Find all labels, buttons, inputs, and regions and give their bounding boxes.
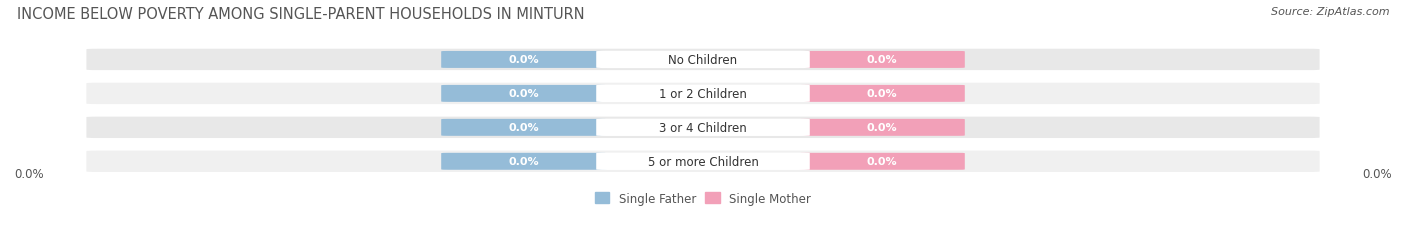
Text: Source: ZipAtlas.com: Source: ZipAtlas.com bbox=[1271, 7, 1389, 17]
FancyBboxPatch shape bbox=[800, 52, 965, 69]
FancyBboxPatch shape bbox=[441, 85, 606, 102]
Text: 0.0%: 0.0% bbox=[509, 89, 538, 99]
Text: 0.0%: 0.0% bbox=[1362, 167, 1392, 180]
Text: No Children: No Children bbox=[668, 54, 738, 67]
Text: 1 or 2 Children: 1 or 2 Children bbox=[659, 88, 747, 100]
Text: 0.0%: 0.0% bbox=[868, 55, 897, 65]
FancyBboxPatch shape bbox=[86, 117, 1320, 138]
FancyBboxPatch shape bbox=[441, 52, 606, 69]
Legend: Single Father, Single Mother: Single Father, Single Mother bbox=[595, 192, 811, 205]
FancyBboxPatch shape bbox=[441, 153, 606, 170]
Text: 0.0%: 0.0% bbox=[509, 55, 538, 65]
FancyBboxPatch shape bbox=[86, 151, 1320, 172]
FancyBboxPatch shape bbox=[596, 52, 810, 69]
FancyBboxPatch shape bbox=[441, 119, 606, 136]
FancyBboxPatch shape bbox=[800, 153, 965, 170]
Text: 3 or 4 Children: 3 or 4 Children bbox=[659, 121, 747, 134]
Text: 0.0%: 0.0% bbox=[868, 157, 897, 167]
FancyBboxPatch shape bbox=[86, 83, 1320, 105]
FancyBboxPatch shape bbox=[86, 49, 1320, 71]
Text: 0.0%: 0.0% bbox=[14, 167, 44, 180]
Text: 0.0%: 0.0% bbox=[509, 157, 538, 167]
Text: 0.0%: 0.0% bbox=[868, 89, 897, 99]
Text: INCOME BELOW POVERTY AMONG SINGLE-PARENT HOUSEHOLDS IN MINTURN: INCOME BELOW POVERTY AMONG SINGLE-PARENT… bbox=[17, 7, 585, 22]
Text: 5 or more Children: 5 or more Children bbox=[648, 155, 758, 168]
Text: 0.0%: 0.0% bbox=[868, 123, 897, 133]
Text: 0.0%: 0.0% bbox=[509, 123, 538, 133]
FancyBboxPatch shape bbox=[800, 119, 965, 136]
FancyBboxPatch shape bbox=[596, 85, 810, 103]
FancyBboxPatch shape bbox=[800, 85, 965, 102]
FancyBboxPatch shape bbox=[596, 119, 810, 136]
FancyBboxPatch shape bbox=[596, 153, 810, 170]
